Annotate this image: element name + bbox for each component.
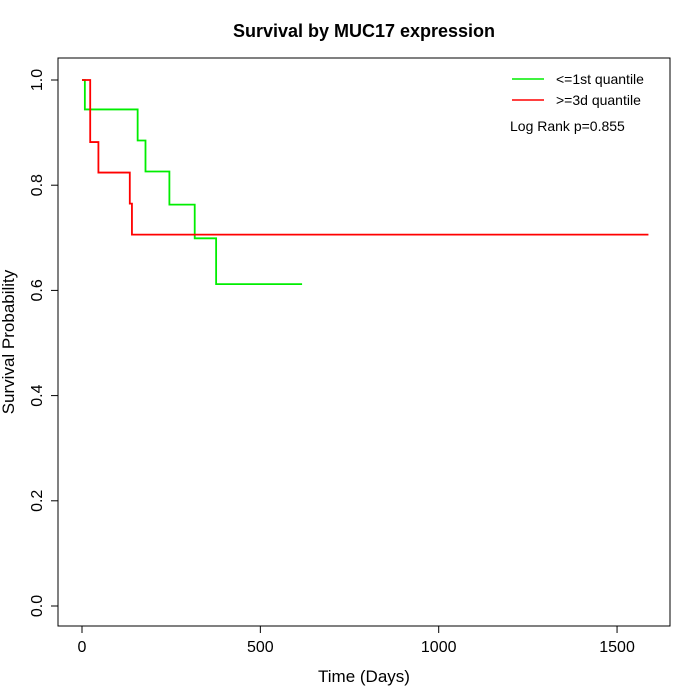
x-axis-label: Time (Days) xyxy=(318,667,410,686)
x-axis: 0 500 1000 1500 xyxy=(78,625,635,656)
log-rank-annotation: Log Rank p=0.855 xyxy=(510,118,625,134)
x-tick-label: 0 xyxy=(78,639,87,656)
legend-label-1: >=3d quantile xyxy=(556,92,641,108)
x-tick-label: 1500 xyxy=(599,639,635,656)
y-tick-label: 0.6 xyxy=(29,279,46,301)
y-tick-label: 0.2 xyxy=(29,490,46,512)
legend: <=1st quantile >=3d quantile Log Rank p=… xyxy=(510,71,644,134)
x-tick-label: 500 xyxy=(247,639,274,656)
y-tick-label: 1.0 xyxy=(29,69,46,91)
legend-label-0: <=1st quantile xyxy=(556,71,644,87)
y-tick-label: 0.8 xyxy=(29,174,46,196)
x-tick-label: 1000 xyxy=(421,639,457,656)
y-tick-label: 0.0 xyxy=(29,595,46,617)
plot-frame xyxy=(57,57,671,627)
series-lines xyxy=(82,79,649,285)
y-tick-label: 0.4 xyxy=(29,384,46,406)
y-axis: 0.0 0.2 0.4 0.6 0.8 1.0 xyxy=(29,69,59,617)
survival-curve-1 xyxy=(82,79,649,236)
y-axis-label: Survival Probability xyxy=(0,269,18,414)
chart-title: Survival by MUC17 expression xyxy=(233,21,495,41)
survival-curve-0 xyxy=(82,79,303,285)
